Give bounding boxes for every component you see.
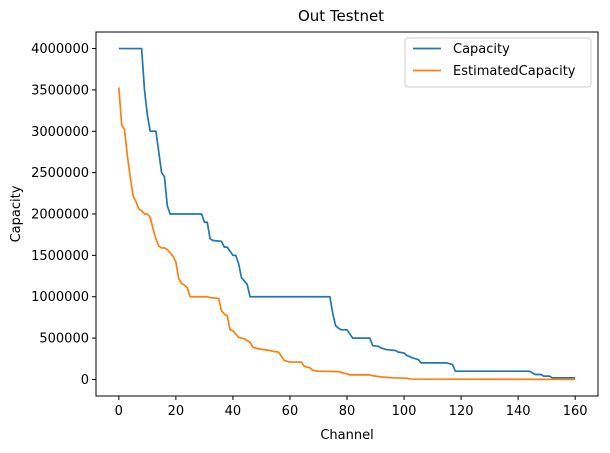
- x-axis: 0 20 40 60 80 100 120 140 160: [115, 396, 588, 419]
- y-tick-label: 4000000: [31, 42, 89, 57]
- series-line-estimatedcapacity: [117, 87, 576, 381]
- legend-label-estimatedcapacity: EstimatedCapacity: [453, 64, 576, 79]
- x-tick-label: 100: [392, 404, 417, 419]
- chart-title: Out Testnet: [298, 7, 384, 25]
- y-tick-label: 1500000: [31, 249, 89, 264]
- y-tick-label: 3000000: [31, 125, 89, 140]
- x-tick-label: 80: [339, 404, 356, 419]
- x-tick-label: 60: [282, 404, 299, 419]
- x-tick-label: 40: [225, 404, 242, 419]
- y-axis: 0 500000 1000000 1500000 2000000 2500000 30000…: [31, 42, 96, 388]
- series-line-capacity: [118, 47, 576, 379]
- series-layer: [117, 47, 576, 381]
- y-tick-label: 500000: [39, 332, 89, 347]
- x-tick-label: 140: [506, 404, 531, 419]
- x-axis-label: Channel: [320, 428, 373, 443]
- x-tick-label: 0: [115, 404, 123, 419]
- y-tick-label: 1000000: [31, 290, 89, 305]
- y-tick-label: 2000000: [31, 208, 89, 223]
- y-tick-label: 0: [81, 373, 89, 388]
- legend-frame: [404, 37, 592, 88]
- legend-label-capacity: Capacity: [453, 42, 510, 57]
- x-tick-label: 120: [449, 404, 474, 419]
- y-axis-label: Capacity: [9, 185, 24, 242]
- legend: Capacity EstimatedCapacity: [404, 37, 592, 88]
- y-tick-label: 2500000: [31, 166, 89, 181]
- x-tick-label: 160: [563, 404, 588, 419]
- y-tick-label: 3500000: [31, 83, 89, 98]
- x-tick-label: 20: [168, 404, 185, 419]
